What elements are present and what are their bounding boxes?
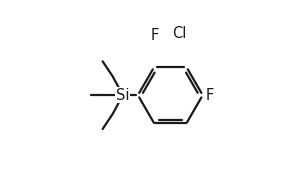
Text: F: F: [206, 88, 214, 103]
Text: Si: Si: [116, 88, 130, 103]
Text: F: F: [151, 28, 159, 43]
Text: Cl: Cl: [172, 26, 187, 41]
